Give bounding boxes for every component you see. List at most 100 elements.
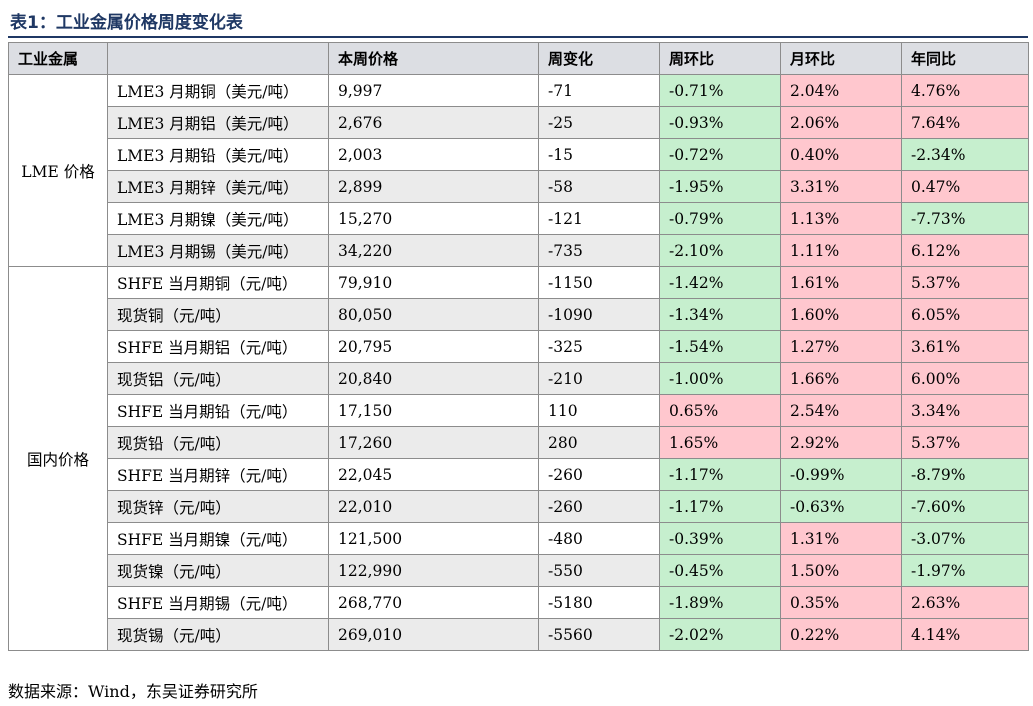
title-divider [8, 36, 1028, 38]
cell-yoy: -3.07% [901, 522, 1029, 555]
cell-item-name: SHFE 当月期铝（元/吨） [107, 330, 329, 363]
cell-wow: -2.02% [659, 618, 781, 651]
cell-wow: -1.54% [659, 330, 781, 363]
table-row: LME3 月期锌（美元/吨） 2,899 -58 -1.95% 3.31% 0.47% [9, 170, 1029, 203]
header-yoy: 年同比 [901, 42, 1029, 75]
cell-price: 2,676 [328, 106, 539, 139]
cell-weekly-change: -480 [538, 522, 660, 555]
cell-yoy: -2.34% [901, 138, 1029, 171]
cell-yoy: 6.12% [901, 234, 1029, 267]
cell-mom: 2.06% [780, 106, 902, 139]
table-row: 现货镍（元/吨） 122,990 -550 -0.45% 1.50% -1.97% [9, 554, 1029, 587]
cell-wow: -1.17% [659, 490, 781, 523]
cell-yoy: 2.63% [901, 586, 1029, 619]
table-row: 现货铅（元/吨） 17,260 280 1.65% 2.92% 5.37% [9, 426, 1029, 459]
cell-price: 20,795 [328, 330, 539, 363]
cell-mom: 1.13% [780, 202, 902, 235]
cell-wow: -0.45% [659, 554, 781, 587]
cell-price: 121,500 [328, 522, 539, 555]
cell-weekly-change: 110 [538, 394, 660, 427]
cell-yoy: 3.61% [901, 330, 1029, 363]
cell-item-name: 现货铜（元/吨） [107, 298, 329, 331]
cell-wow: -1.00% [659, 362, 781, 395]
table-row: 国内价格 SHFE 当月期铜（元/吨） 79,910 -1150 -1.42% 1.61%… [8, 266, 1029, 651]
cell-item-name: SHFE 当月期镍（元/吨） [107, 522, 329, 555]
cell-wow: -0.93% [659, 106, 781, 139]
table-row: 现货锡（元/吨） 269,010 -5560 -2.02% 0.22% 4.14% [9, 618, 1029, 651]
cell-price: 9,997 [328, 74, 539, 107]
cell-weekly-change: -25 [538, 106, 660, 139]
cell-wow: 1.65% [659, 426, 781, 459]
cell-item-name: 现货锡（元/吨） [107, 618, 329, 651]
group-label: 国内价格 [8, 266, 108, 651]
cell-mom: 1.50% [780, 554, 902, 587]
cell-price: 17,150 [328, 394, 539, 427]
cell-mom: 1.31% [780, 522, 902, 555]
table-row: LME3 月期铝（美元/吨） 2,676 -25 -0.93% 2.06% 7.64% [9, 106, 1029, 139]
cell-item-name: LME3 月期锌（美元/吨） [107, 170, 329, 203]
cell-mom: 1.27% [780, 330, 902, 363]
cell-yoy: 0.47% [901, 170, 1029, 203]
table-header-row: 工业金属 本周价格 周变化 周环比 月环比 年同比 [8, 42, 1029, 75]
cell-item-name: LME3 月期铝（美元/吨） [107, 106, 329, 139]
cell-price: 34,220 [328, 234, 539, 267]
cell-weekly-change: -1090 [538, 298, 660, 331]
cell-mom: -0.99% [780, 458, 902, 491]
cell-price: 268,770 [328, 586, 539, 619]
cell-yoy: 6.00% [901, 362, 1029, 395]
table-row: SHFE 当月期锡（元/吨） 268,770 -5180 -1.89% 0.35% 2.6… [9, 586, 1029, 619]
cell-weekly-change: -260 [538, 490, 660, 523]
cell-item-name: LME3 月期锡（美元/吨） [107, 234, 329, 267]
cell-mom: 1.11% [780, 234, 902, 267]
cell-weekly-change: -325 [538, 330, 660, 363]
cell-wow: -0.39% [659, 522, 781, 555]
cell-yoy: -8.79% [901, 458, 1029, 491]
table-title: 表1：工业金属价格周度变化表 [10, 13, 243, 33]
cell-price: 20,840 [328, 362, 539, 395]
cell-mom: 0.22% [780, 618, 902, 651]
cell-mom: 1.66% [780, 362, 902, 395]
cell-item-name: SHFE 当月期铅（元/吨） [107, 394, 329, 427]
cell-wow: -1.42% [659, 266, 781, 299]
cell-price: 2,003 [328, 138, 539, 171]
table-row: 现货铜（元/吨） 80,050 -1090 -1.34% 1.60% 6.05% [9, 298, 1029, 331]
cell-weekly-change: -58 [538, 170, 660, 203]
cell-mom: 0.40% [780, 138, 902, 171]
cell-weekly-change: 280 [538, 426, 660, 459]
cell-yoy: 4.76% [901, 74, 1029, 107]
cell-yoy: 5.37% [901, 266, 1029, 299]
cell-yoy: -7.73% [901, 202, 1029, 235]
cell-wow: -1.34% [659, 298, 781, 331]
cell-weekly-change: -735 [538, 234, 660, 267]
cell-weekly-change: -5180 [538, 586, 660, 619]
header-wow: 周环比 [659, 42, 781, 75]
cell-price: 80,050 [328, 298, 539, 331]
cell-price: 22,045 [328, 458, 539, 491]
group-label: LME 价格 [8, 74, 108, 267]
cell-weekly-change: -550 [538, 554, 660, 587]
cell-weekly-change: -121 [538, 202, 660, 235]
cell-item-name: 现货铝（元/吨） [107, 362, 329, 395]
cell-weekly-change: -260 [538, 458, 660, 491]
cell-weekly-change: -15 [538, 138, 660, 171]
cell-item-name: LME3 月期镍（美元/吨） [107, 202, 329, 235]
cell-wow: -0.72% [659, 138, 781, 171]
cell-yoy: -1.97% [901, 554, 1029, 587]
cell-price: 122,990 [328, 554, 539, 587]
cell-wow: -1.89% [659, 586, 781, 619]
cell-price: 79,910 [328, 266, 539, 299]
cell-item-name: 现货镍（元/吨） [107, 554, 329, 587]
cell-item-name: SHFE 当月期锌（元/吨） [107, 458, 329, 491]
cell-mom: 1.61% [780, 266, 902, 299]
cell-item-name: 现货铅（元/吨） [107, 426, 329, 459]
cell-item-name: SHFE 当月期锡（元/吨） [107, 586, 329, 619]
cell-weekly-change: -1150 [538, 266, 660, 299]
cell-weekly-change: -5560 [538, 618, 660, 651]
cell-wow: -0.71% [659, 74, 781, 107]
cell-price: 15,270 [328, 202, 539, 235]
cell-mom: 0.35% [780, 586, 902, 619]
header-weekly-change: 周变化 [538, 42, 660, 75]
cell-price: 22,010 [328, 490, 539, 523]
table-row: LME3 月期铅（美元/吨） 2,003 -15 -0.72% 0.40% -2.34% [9, 138, 1029, 171]
table-row: 现货铝（元/吨） 20,840 -210 -1.00% 1.66% 6.00% [9, 362, 1029, 395]
